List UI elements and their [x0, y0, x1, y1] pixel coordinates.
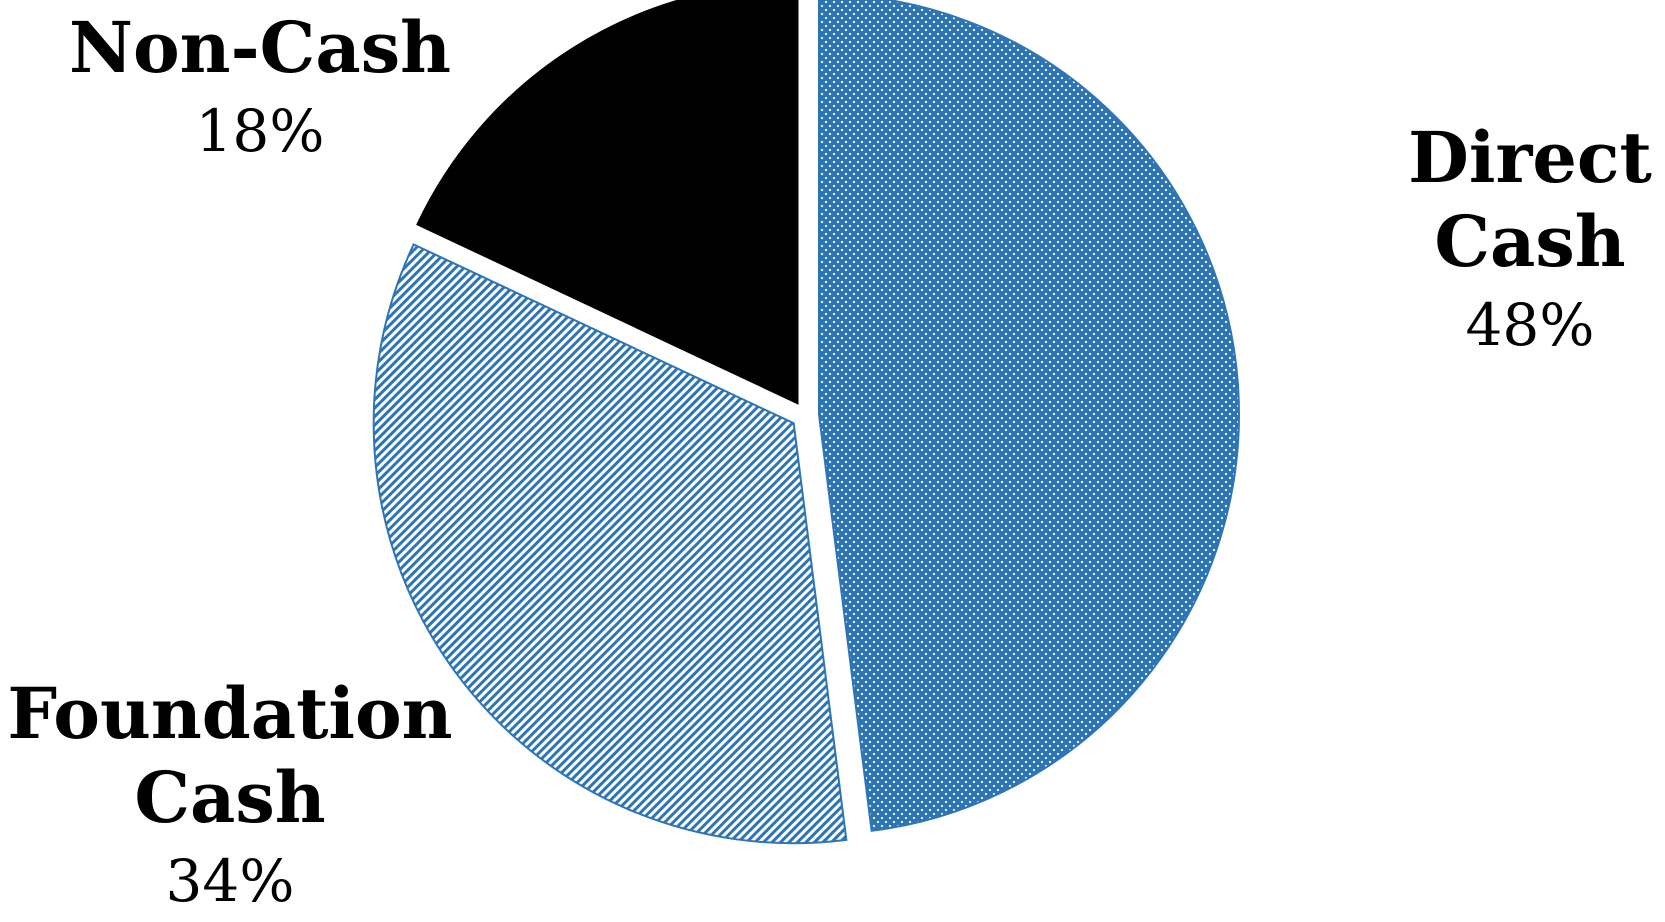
slice-percent-non-cash: 18%	[195, 97, 325, 165]
slice-name-direct-line1: Direct	[1408, 116, 1652, 199]
slice-label-non-cash: Non-Cash 18%	[40, 6, 480, 172]
slice-label-direct-cash: Direct Cash 48%	[1400, 116, 1660, 366]
slice-label-foundation-cash: Foundation Cash 34%	[0, 672, 460, 922]
slice-name-direct-line2: Cash	[1434, 200, 1626, 283]
pie-slice-foundation-cash	[372, 243, 848, 845]
slice-percent-direct-cash: 48%	[1465, 291, 1595, 359]
pie-slice-direct-cash	[817, 0, 1240, 832]
slice-name-foundation-line1: Foundation	[7, 672, 453, 755]
slice-name-non-cash: Non-Cash	[69, 6, 451, 89]
slice-name-foundation-line2: Cash	[134, 756, 326, 839]
pie-slice-non-cash	[416, 0, 799, 405]
slice-percent-foundation-cash: 34%	[165, 847, 295, 915]
